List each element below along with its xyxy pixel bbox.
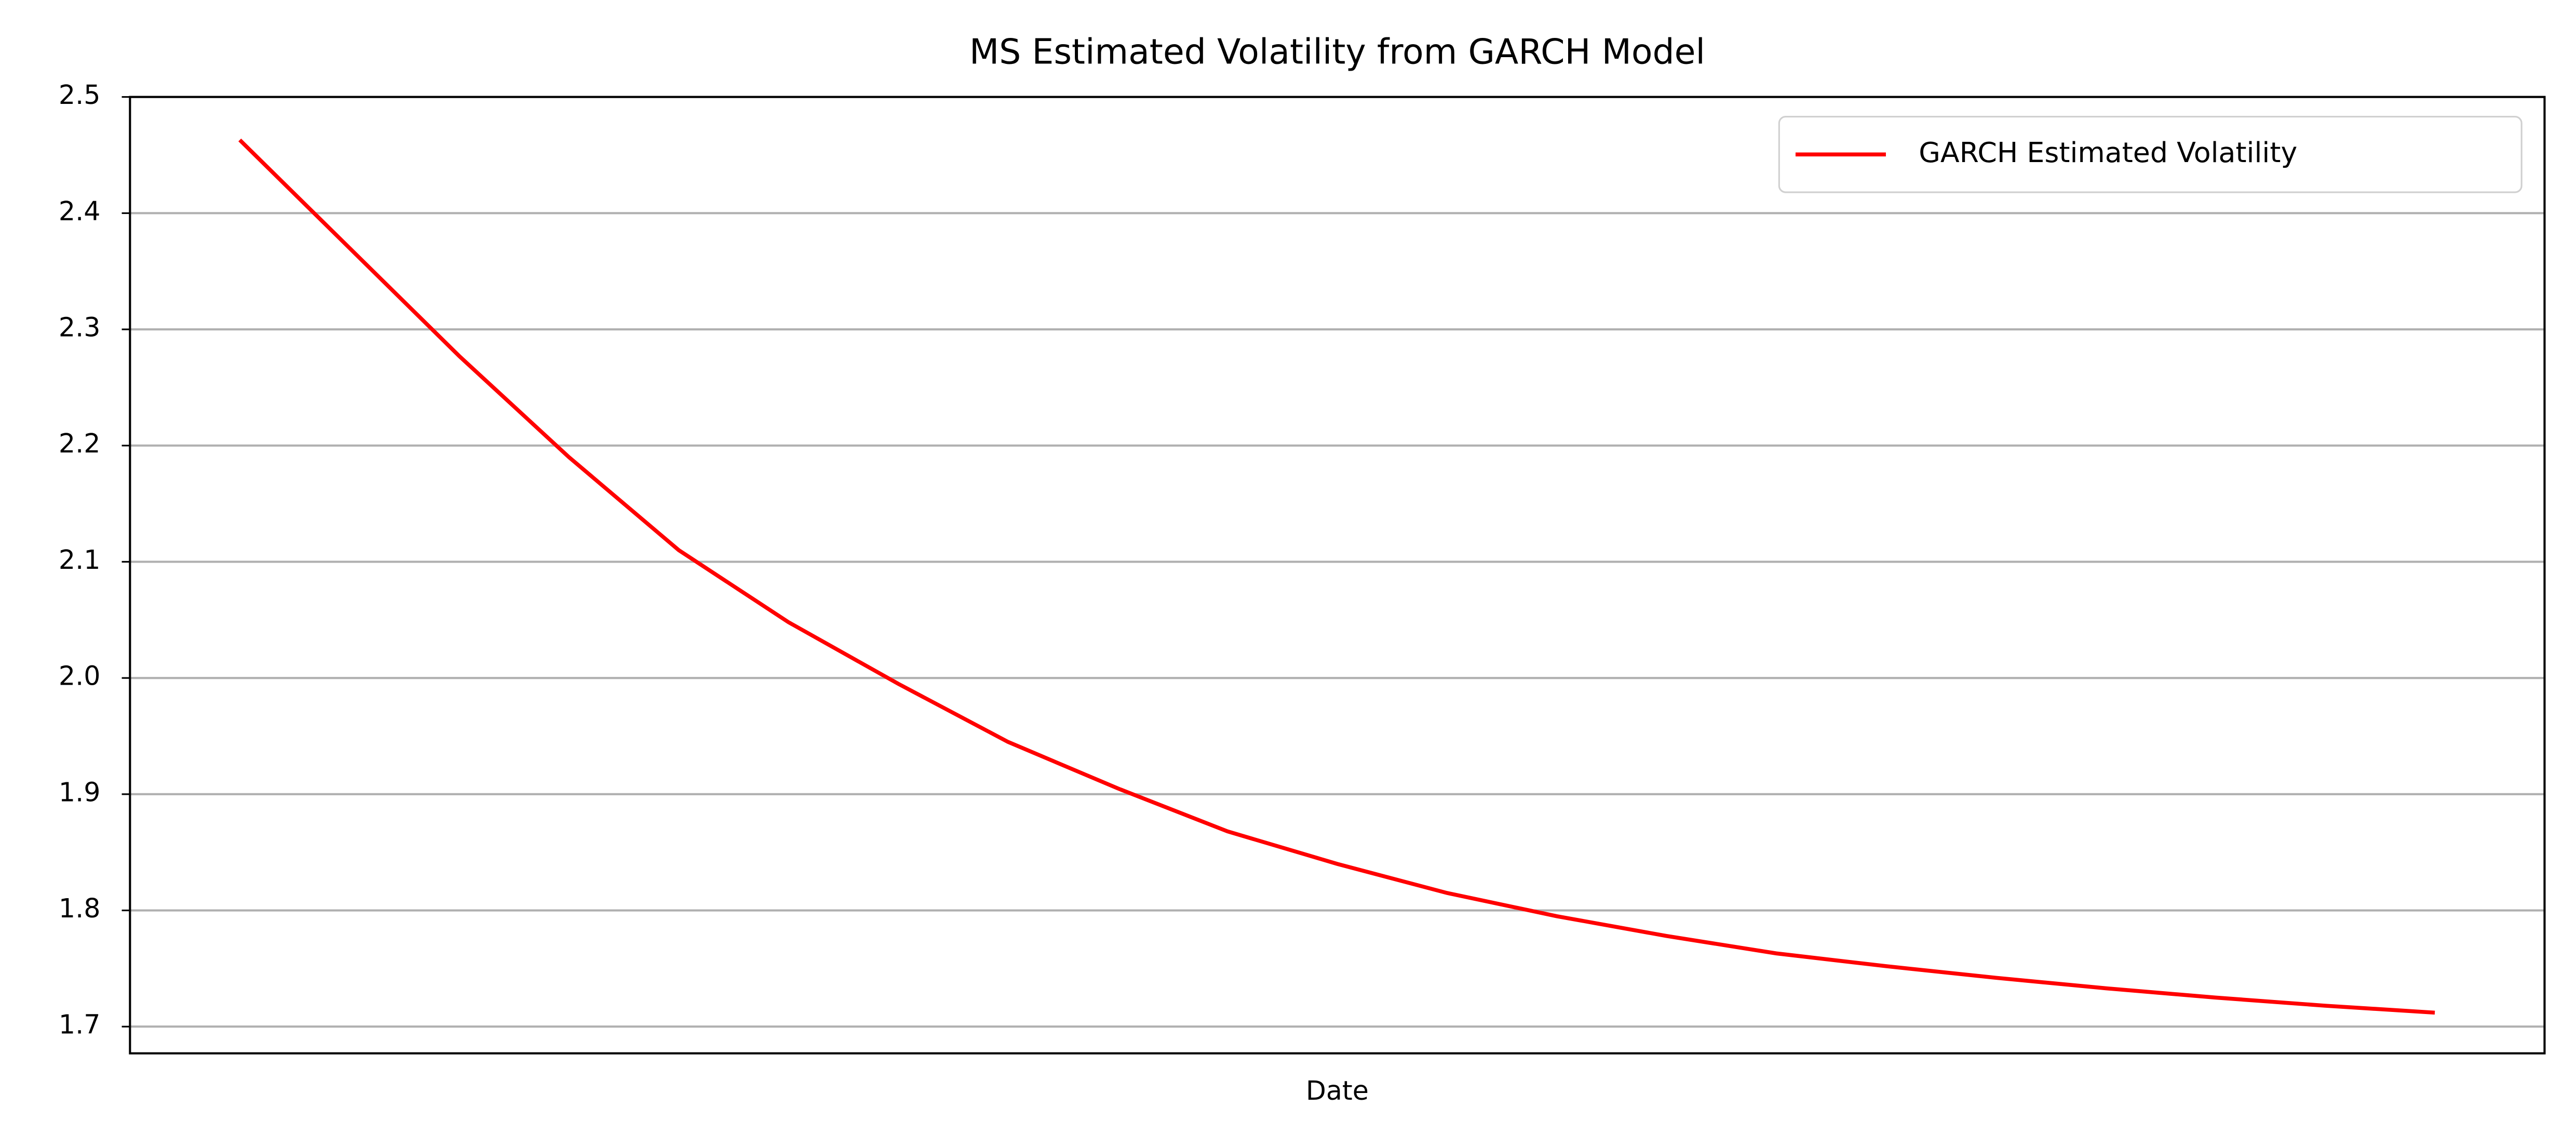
legend-box	[1778, 116, 2523, 193]
y-tick-label: 2.2	[59, 428, 100, 459]
line-series	[238, 138, 2435, 1015]
chart-title: MS Estimated Volatility from GARCH Model	[969, 31, 1705, 72]
axes-frame	[129, 96, 2546, 1055]
y-tick-label: 2.3	[59, 312, 100, 343]
y-tick-label: 2.4	[59, 196, 100, 226]
y-tick-label: 2.5	[59, 79, 100, 110]
y-tick-label: 2.1	[59, 544, 100, 575]
x-axis-label: Date	[1306, 1075, 1369, 1106]
y-tick-label: 2.0	[59, 661, 100, 691]
y-tick-label: 1.9	[59, 777, 100, 807]
legend-label: GARCH Estimated Volatility	[1919, 136, 2297, 169]
y-tick-label: 1.7	[59, 1009, 100, 1040]
y-tick-label: 1.8	[59, 893, 100, 924]
